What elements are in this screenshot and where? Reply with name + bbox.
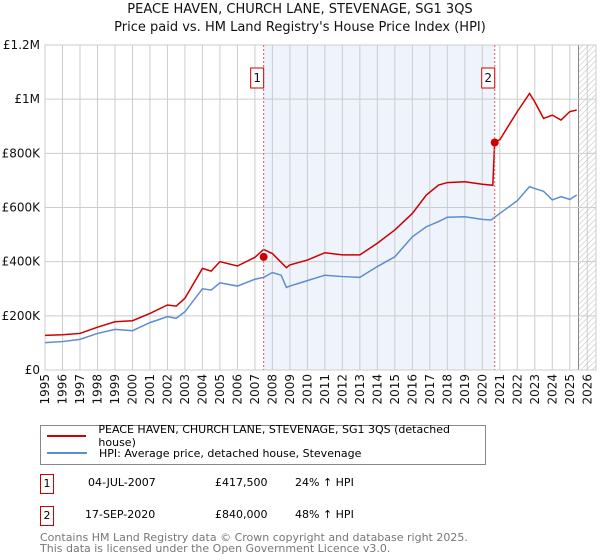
sale-marker-label: 1 <box>253 71 261 85</box>
x-tick-label: 2009 <box>283 374 297 405</box>
property-price-line <box>44 92 577 337</box>
x-tick-label: 2000 <box>125 374 139 405</box>
legend-item-hpi: HPI: Average price, detached house, Stev… <box>47 445 361 461</box>
x-tick-label: 2018 <box>440 374 454 405</box>
sale-marker-box <box>250 67 265 89</box>
y-tick-label: £400K <box>2 255 42 269</box>
sale-marker-label: 2 <box>484 71 492 85</box>
x-tick-label: 2025 <box>563 374 577 405</box>
sale-point <box>490 138 499 147</box>
y-tick-label: £0 <box>25 363 40 377</box>
x-tick-label: 2017 <box>423 374 437 405</box>
x-tick-label: 1995 <box>38 374 52 405</box>
sale-price: £417,500 <box>215 476 268 489</box>
y-tick-label: £1.2M <box>3 38 40 52</box>
x-tick-label: 2008 <box>265 374 279 405</box>
sale-point <box>259 252 268 261</box>
legend-swatch-blue <box>47 452 87 454</box>
sale-marker-box: 2 <box>40 506 54 526</box>
sale-price: £840,000 <box>215 508 268 521</box>
x-tick-label: 2011 <box>318 374 332 405</box>
sale-row-1: 1 04-JUL-2007 £417,500 24% ↑ HPI <box>40 474 540 494</box>
sale-hpi-diff: 48% ↑ HPI <box>295 508 354 521</box>
x-tick-label: 1999 <box>108 374 122 405</box>
x-tick-label: 2015 <box>388 374 402 405</box>
sale-row-2: 2 17-SEP-2020 £840,000 48% ↑ HPI <box>40 506 540 526</box>
x-tick-label: 2014 <box>370 374 384 405</box>
x-tick-label: 2022 <box>510 374 524 405</box>
sale-marker-box <box>481 67 496 89</box>
sale-date: 17-SEP-2020 <box>85 508 156 521</box>
plot-border <box>44 44 597 371</box>
x-tick-label: 2026 <box>580 374 594 405</box>
x-tick-label: 2019 <box>458 374 472 405</box>
x-tick-label: 1998 <box>90 374 104 405</box>
x-tick-label: 2012 <box>335 374 349 405</box>
x-tick-label: 2006 <box>230 374 244 405</box>
sale-marker-box: 1 <box>40 474 54 494</box>
x-tick-label: 1997 <box>73 374 87 405</box>
x-tick-label: 2003 <box>178 374 192 405</box>
chart-title: PEACE HAVEN, CHURCH LANE, STEVENAGE, SG1… <box>127 2 473 17</box>
sale-date: 04-JUL-2007 <box>88 476 156 489</box>
x-tick-label: 2013 <box>353 374 367 405</box>
x-tick-label: 2001 <box>143 374 157 405</box>
footer-copyright: Contains HM Land Registry data © Crown c… <box>40 531 468 544</box>
hpi-line <box>44 185 578 344</box>
x-tick-label: 2005 <box>213 374 227 405</box>
x-tick-label: 2020 <box>475 374 489 405</box>
x-tick-label: 2004 <box>195 374 209 405</box>
y-tick-label: £200K <box>2 309 42 323</box>
x-tick-label: 2023 <box>528 374 542 405</box>
x-tick-label: 2021 <box>493 374 507 405</box>
x-tick-label: 2002 <box>160 374 174 405</box>
legend-swatch-red <box>47 435 87 437</box>
x-tick-label: 2024 <box>545 374 559 405</box>
y-tick-label: £800K <box>2 146 42 160</box>
y-tick-label: £600K <box>2 201 42 215</box>
chart-subtitle: Price paid vs. HM Land Registry's House … <box>114 20 486 35</box>
chart-legend: PEACE HAVEN, CHURCH LANE, STEVENAGE, SG1… <box>40 423 486 465</box>
sale-hpi-diff: 24% ↑ HPI <box>295 476 354 489</box>
x-tick-label: 2016 <box>405 374 419 405</box>
x-tick-label: 2010 <box>300 374 314 405</box>
footer-licence: This data is licensed under the Open Gov… <box>40 542 391 555</box>
legend-item-property: PEACE HAVEN, CHURCH LANE, STEVENAGE, SG1… <box>47 423 485 449</box>
y-tick-label: £1M <box>14 92 40 106</box>
legend-label: PEACE HAVEN, CHURCH LANE, STEVENAGE, SG1… <box>98 423 451 449</box>
legend-label: HPI: Average price, detached house, Stev… <box>99 446 362 460</box>
x-tick-label: 1996 <box>55 374 69 405</box>
x-tick-label: 2007 <box>248 374 262 405</box>
